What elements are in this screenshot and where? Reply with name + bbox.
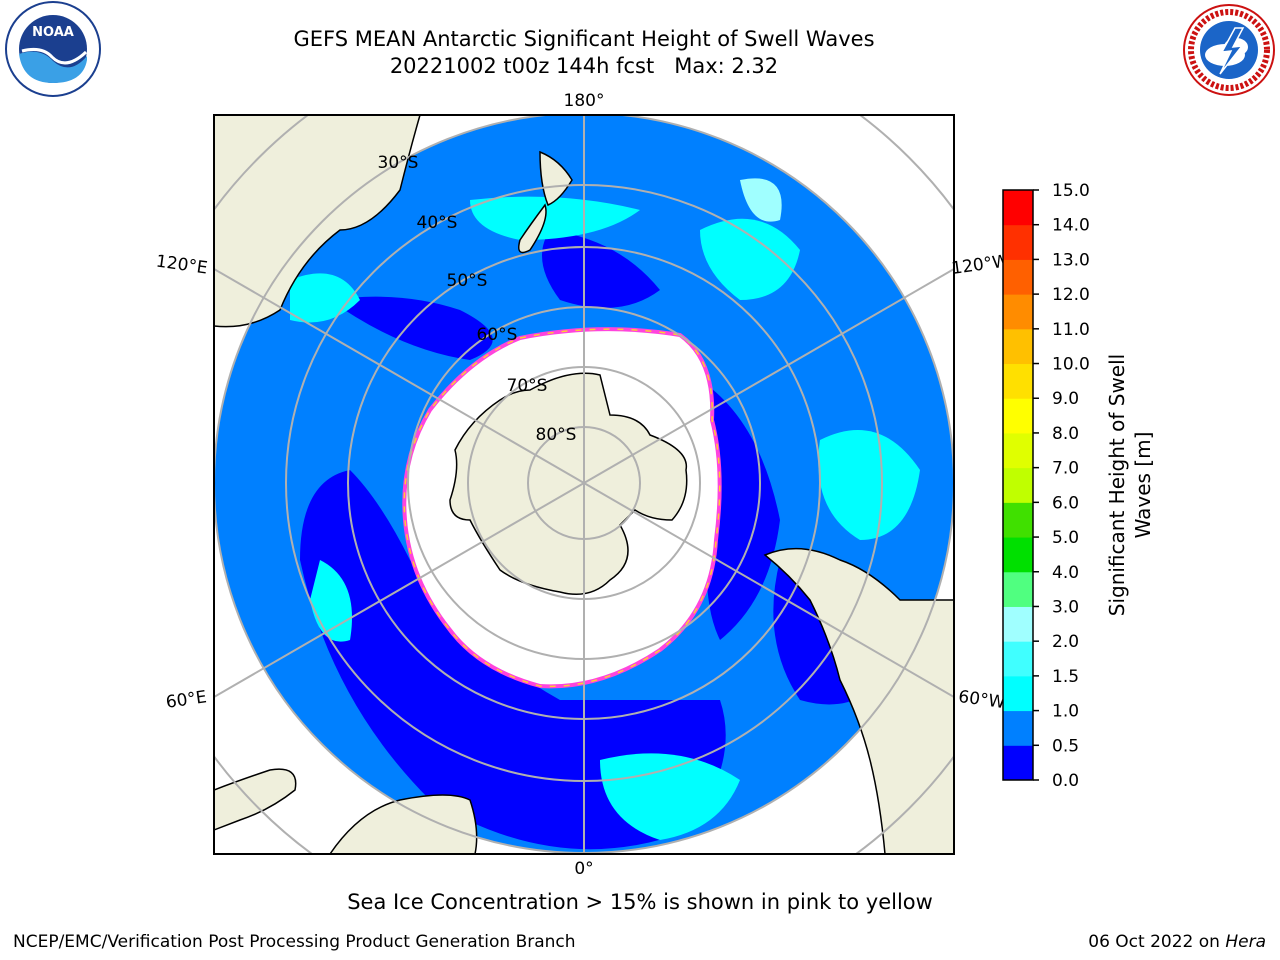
south-america-land bbox=[763, 547, 954, 854]
chart-subtitle: 20221002 t00z 144h fcst Max: 2.32 bbox=[389, 54, 779, 78]
colorbar-segment bbox=[1003, 606, 1033, 642]
africa-land bbox=[329, 794, 478, 854]
colorbar-segment bbox=[1003, 328, 1033, 365]
lat-label-50s: 50°S bbox=[447, 271, 488, 291]
colorbar-segment bbox=[1003, 502, 1033, 538]
colorbar-tick-label: 6.0 bbox=[1052, 493, 1079, 513]
colorbar-tick-label: 3.0 bbox=[1052, 597, 1079, 617]
colorbar-tick-label: 0.5 bbox=[1052, 736, 1079, 756]
colorbar: 0.0 0.5 1.0 1.5 2.0 3.0 4.0 5.0 6.0 7.0 8.0 9.0 10.0… bbox=[1002, 181, 1090, 791]
colorbar-segment bbox=[1003, 571, 1033, 607]
new-zealand-north bbox=[539, 150, 573, 206]
colorbar-border bbox=[1002, 189, 1034, 781]
colorbar-tick-label: 0.0 bbox=[1052, 771, 1079, 791]
antarctica-land bbox=[449, 372, 688, 595]
noaa-logo-text: NOAA bbox=[32, 25, 74, 40]
nws-logo bbox=[1183, 4, 1275, 96]
colorbar-tick-label: 11.0 bbox=[1052, 320, 1090, 340]
colorbar-label-line2: Waves [m] bbox=[1131, 432, 1155, 539]
colorbar-segment bbox=[1003, 398, 1033, 434]
colorbar-tick-label: 13.0 bbox=[1052, 250, 1090, 270]
lat-label-70s: 70°S bbox=[507, 376, 548, 396]
footer-date: 06 Oct 2022 on Hera bbox=[1088, 932, 1266, 952]
colorbar-tick-label: 1.0 bbox=[1052, 702, 1079, 722]
colorbar-segment bbox=[1003, 363, 1033, 399]
footer-date-text: 06 Oct 2022 on bbox=[1088, 932, 1226, 952]
colorbar-segment bbox=[1003, 467, 1033, 503]
colorbar-tick-label: 8.0 bbox=[1052, 424, 1079, 444]
colorbar-tick-label: 7.0 bbox=[1052, 459, 1079, 479]
lat-label-40s: 40°S bbox=[417, 213, 458, 233]
lon-label-60e: 60°E bbox=[165, 687, 208, 712]
lon-label-0: 0° bbox=[574, 859, 593, 879]
sea-ice-caption: Sea Ice Concentration > 15% is shown in … bbox=[347, 890, 933, 914]
colorbar-label-line1: Significant Height of Swell bbox=[1105, 354, 1129, 616]
colorbar-tick-label: 12.0 bbox=[1052, 285, 1090, 305]
lat-label-80s: 80°S bbox=[536, 425, 577, 445]
lon-label-120w: 120°W bbox=[950, 251, 1010, 279]
colorbar-tick-label: 9.0 bbox=[1052, 389, 1079, 409]
colorbar-segment bbox=[1003, 745, 1033, 781]
lat-label-60s: 60°S bbox=[477, 325, 518, 345]
colorbar-tick-label: 5.0 bbox=[1052, 528, 1079, 548]
colorbar-segment bbox=[1003, 537, 1033, 573]
colorbar-tick-label: 1.5 bbox=[1052, 667, 1079, 687]
colorbar-tick-label: 15.0 bbox=[1052, 181, 1090, 201]
colorbar-segment bbox=[1003, 224, 1033, 260]
colorbar-tick-label: 10.0 bbox=[1052, 355, 1090, 375]
madagascar-land bbox=[214, 768, 297, 831]
colorbar-segment bbox=[1003, 675, 1033, 712]
colorbar-tick-label: 4.0 bbox=[1052, 563, 1079, 583]
australia-land bbox=[214, 115, 421, 328]
footer-credit: NCEP/EMC/Verification Post Processing Pr… bbox=[13, 932, 576, 952]
map-frame-content bbox=[214, 115, 954, 854]
lon-label-180: 180° bbox=[564, 91, 605, 111]
lat-label-30s: 30°S bbox=[378, 153, 419, 173]
colorbar-segment bbox=[1003, 259, 1033, 295]
colorbar-segment bbox=[1003, 190, 1033, 226]
colorbar-segment bbox=[1003, 432, 1033, 469]
lon-label-120e: 120°E bbox=[155, 252, 209, 279]
noaa-logo: NOAA bbox=[5, 1, 101, 97]
chart-title: GEFS MEAN Antarctic Significant Height o… bbox=[293, 27, 875, 51]
colorbar-segment bbox=[1003, 294, 1033, 330]
sea-ice-edge bbox=[403, 328, 721, 688]
new-zealand-south bbox=[518, 203, 547, 254]
colorbar-segment bbox=[1003, 641, 1033, 677]
map-border bbox=[213, 114, 955, 855]
colorbar-tick-label: 2.0 bbox=[1052, 632, 1079, 652]
lon-label-60w: 60°W bbox=[957, 687, 1006, 713]
colorbar-tick-label: 14.0 bbox=[1052, 216, 1090, 236]
colorbar-segment bbox=[1003, 710, 1033, 746]
footer-machine: Hera bbox=[1225, 932, 1266, 952]
